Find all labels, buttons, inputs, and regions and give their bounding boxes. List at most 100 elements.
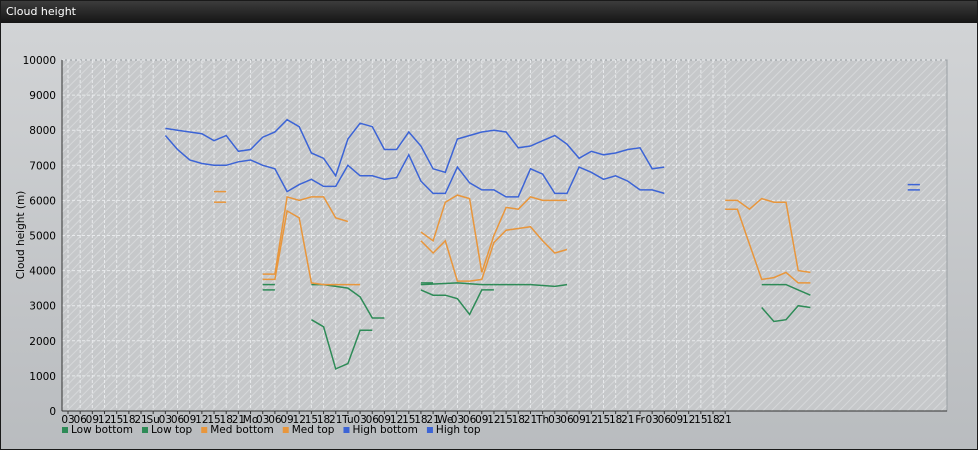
x-tick-label: 03	[256, 414, 269, 426]
y-tick-label: 9000	[29, 90, 56, 102]
x-tick-label: 18	[122, 414, 135, 426]
series-high_bottom	[164, 135, 920, 198]
x-tick-label: 09	[670, 414, 683, 426]
x-tick-label: 18	[706, 414, 719, 426]
x-tick-label: 06	[73, 414, 87, 426]
x-tick-label: 03	[353, 414, 366, 426]
legend-item-high_top: High top	[426, 424, 481, 436]
y-tick-label: 7000	[29, 160, 56, 172]
x-tick-label: 09	[183, 414, 196, 426]
x-tick-label: 12	[585, 414, 598, 426]
series-line-segment	[420, 289, 494, 316]
series-line-segment	[725, 197, 811, 274]
series-line-segment	[164, 135, 665, 198]
series-line-segment	[725, 208, 811, 284]
x-tick-label: 09	[280, 414, 293, 426]
x-tick-label: 03	[159, 414, 172, 426]
x-tick-label: 15	[110, 414, 123, 426]
x-tick-label: 03	[451, 414, 464, 426]
series-line-segment	[311, 319, 373, 370]
x-tick-label: 18	[512, 414, 525, 426]
series-line-segment	[262, 209, 361, 286]
y-tick-label: 1000	[29, 371, 56, 383]
series-line-segment	[262, 195, 349, 275]
series-med_top	[214, 190, 811, 275]
y-tick-label: 2000	[29, 336, 56, 348]
legend-swatch	[426, 427, 433, 433]
series-line-segment	[761, 283, 811, 296]
y-tick-label: 0	[49, 406, 56, 418]
x-tick-label: 21	[426, 414, 439, 426]
axes: 0 1000 2000 3000 4000 5000 6000 7000 8000 9000 100…	[23, 55, 947, 426]
x-tick-label: 21	[329, 414, 342, 426]
x-tick-label: 12	[682, 414, 695, 426]
x-tick-label: 06	[366, 414, 380, 426]
y-tick-label: 4000	[29, 266, 56, 278]
series-line-segment	[165, 118, 665, 178]
series-line-segment	[493, 283, 568, 288]
y-tick-label: 8000	[29, 125, 56, 137]
series-med_bottom	[214, 201, 811, 286]
legend-label: Low bottom	[71, 424, 133, 436]
x-tick-label: 12	[98, 414, 111, 426]
series-line-segment	[420, 194, 567, 273]
x-tick-label: 09	[475, 414, 488, 426]
x-tick-label: 03	[645, 414, 658, 426]
x-tick-label: 09	[378, 414, 391, 426]
x-tick-label: We	[437, 414, 453, 426]
legend-swatch	[142, 427, 148, 433]
x-tick-label: 21	[621, 414, 634, 426]
series-low_bottom	[262, 282, 568, 291]
x-tick-label: 21	[718, 414, 731, 426]
x-tick-label: 03	[61, 414, 74, 426]
x-tick-label: 12	[390, 414, 403, 426]
x-tick-label: 06	[463, 414, 477, 426]
x-tick-label: 09	[86, 414, 99, 426]
x-tick-label: 18	[220, 414, 233, 426]
legend-swatch	[343, 427, 350, 433]
legend-item-med_bottom: Med bottom	[201, 424, 274, 436]
x-tick-label: Mo	[243, 414, 258, 426]
x-tick-label: 18	[317, 414, 330, 426]
legend-label: Med bottom	[210, 424, 274, 436]
x-tick-label: Su	[147, 414, 160, 426]
x-tick-label: Fr	[635, 414, 645, 426]
x-tick-label: 12	[195, 414, 208, 426]
legend-swatch	[282, 427, 289, 433]
x-tick-label: 18	[609, 414, 622, 426]
series-lines	[164, 118, 920, 370]
series-line-segment	[420, 282, 494, 286]
x-tick-label: 15	[694, 414, 707, 426]
y-tick-label: 6000	[29, 195, 56, 207]
legend-item-low_top: Low top	[142, 424, 193, 436]
x-tick-label: 21	[524, 414, 537, 426]
x-tick-label: 06	[658, 414, 672, 426]
x-tick-label: 12	[487, 414, 500, 426]
y-axis-label: Cloud height (m)	[15, 191, 27, 280]
x-tick-label: Th	[535, 414, 549, 426]
x-tick-label: 15	[499, 414, 512, 426]
legend-swatch	[62, 427, 68, 433]
legend: Low bottom Low top Med bottom Med top High b…	[62, 424, 481, 436]
window-title: Cloud height	[1, 1, 977, 23]
series-line-segment	[761, 304, 811, 323]
x-tick-label: 09	[572, 414, 585, 426]
x-tick-label: 18	[414, 414, 427, 426]
legend-label: High bottom	[352, 424, 417, 436]
x-tick-label: 06	[171, 414, 185, 426]
x-tick-label: Tu	[341, 414, 353, 426]
x-tick-label: 06	[560, 414, 574, 426]
x-tick-label: 15	[305, 414, 318, 426]
series-high_top	[165, 118, 920, 186]
series-line-segment	[420, 225, 568, 282]
x-tick-label: 12	[293, 414, 306, 426]
y-tick-label: 5000	[29, 231, 56, 243]
x-tick-label: 15	[207, 414, 220, 426]
legend-item-high_bottom: High bottom	[343, 424, 418, 436]
x-tick-label: 15	[597, 414, 610, 426]
x-tick-label: 21	[134, 414, 147, 426]
x-tick-label: 21	[232, 414, 245, 426]
legend-swatch	[201, 427, 208, 433]
y-tick-label: 10000	[23, 55, 56, 67]
